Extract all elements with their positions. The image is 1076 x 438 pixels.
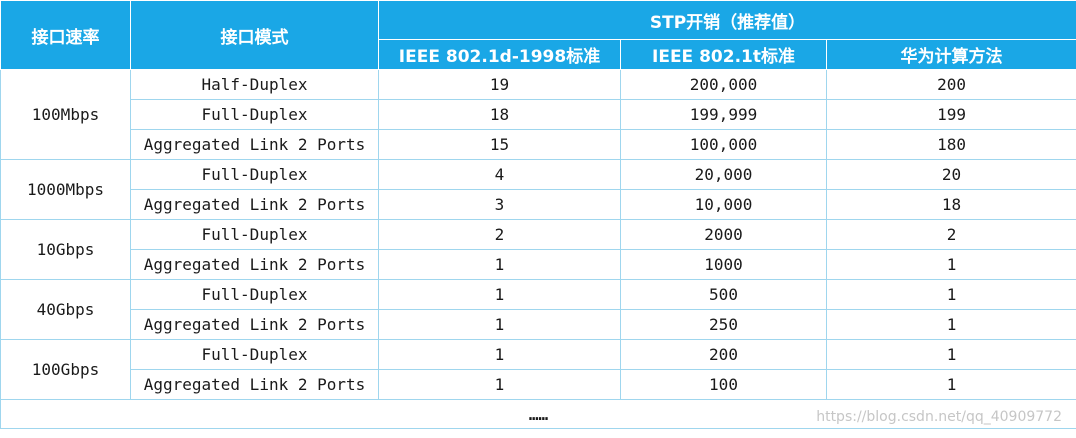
table-row: Aggregated Link 2 Ports 3 10,000 18 [1, 189, 1076, 220]
cell-ieee-1998: 18 [378, 99, 621, 130]
cell-speed: 1000Mbps [0, 159, 131, 220]
table-row: Full-Duplex 18 199,999 199 [1, 99, 1076, 130]
table-row: 1000Mbps Full-Duplex 4 20,000 20 [0, 159, 1076, 220]
table-row: 40Gbps Full-Duplex 1 500 1 [0, 279, 1076, 340]
cell-mode: Aggregated Link 2 Ports [130, 249, 379, 280]
cell-ieee-1998: 1 [378, 309, 621, 340]
ellipsis-more: …… [0, 399, 1076, 429]
cell-ieee-1998: 1 [378, 339, 621, 370]
cell-huawei: 180 [825, 129, 1076, 160]
cell-ieee-1t: 10,000 [620, 189, 827, 220]
cell-ieee-1998: 1 [378, 369, 621, 400]
cell-mode: Half-Duplex [130, 69, 379, 100]
header-ieee-1t: IEEE 802.1t标准 [620, 39, 827, 70]
cell-speed: 10Gbps [0, 219, 131, 280]
watermark: https://blog.csdn.net/qq_40909772 [816, 409, 1062, 425]
cell-ieee-1t: 100,000 [620, 129, 827, 160]
cell-ieee-1t: 100 [620, 369, 827, 400]
cell-ieee-1t: 1000 [620, 249, 827, 280]
header-mode: 接口模式 [130, 0, 379, 70]
cell-ieee-1t: 250 [620, 309, 827, 340]
cell-speed: 100Gbps [0, 339, 131, 400]
cell-huawei: 1 [825, 279, 1076, 310]
cell-ieee-1t: 500 [620, 279, 827, 310]
table-row: Aggregated Link 2 Ports 1 100 1 [1, 369, 1076, 400]
header-ieee-1998: IEEE 802.1d-1998标准 [378, 39, 621, 70]
cell-huawei: 199 [825, 99, 1076, 130]
cell-ieee-1t: 200 [620, 339, 827, 370]
table-header: 接口速率 接口模式 STP开销（推荐值） IEEE 802.1d-1998标准 … [0, 0, 1076, 70]
header-stp-cost: STP开销（推荐值） [377, 0, 1076, 40]
table-body: 100Mbps Half-Duplex 19 200,000 200 Full-Duple… [0, 69, 1076, 400]
cell-ieee-1t: 199,999 [620, 99, 827, 130]
cell-mode: Full-Duplex [130, 339, 379, 370]
cell-ieee-1998: 4 [378, 159, 621, 190]
table-row: 10Gbps Full-Duplex 2 2000 2 [0, 219, 1076, 280]
cell-mode: Full-Duplex [130, 219, 379, 250]
cell-mode: Full-Duplex [130, 159, 379, 190]
table-row: Aggregated Link 2 Ports 15 100,000 180 [1, 129, 1076, 160]
cell-speed: 40Gbps [0, 279, 131, 340]
table-row: 100Gbps Full-Duplex 1 200 1 [0, 339, 1076, 400]
cell-huawei: 1 [825, 249, 1076, 280]
cell-ieee-1998: 19 [378, 69, 621, 100]
cell-huawei: 2 [825, 219, 1076, 250]
header-huawei: 华为计算方法 [825, 39, 1076, 70]
cell-mode: Aggregated Link 2 Ports [130, 189, 379, 220]
table-row: Aggregated Link 2 Ports 1 250 1 [1, 309, 1076, 340]
cell-huawei: 200 [825, 69, 1076, 100]
cell-mode: Aggregated Link 2 Ports [130, 129, 379, 160]
cell-huawei: 1 [825, 309, 1076, 340]
cell-mode: Full-Duplex [130, 279, 379, 310]
cell-ieee-1t: 200,000 [620, 69, 827, 100]
cell-huawei: 18 [825, 189, 1076, 220]
cell-ieee-1998: 1 [378, 249, 621, 280]
cell-ieee-1t: 20,000 [620, 159, 827, 190]
stp-cost-table: 接口速率 接口模式 STP开销（推荐值） IEEE 802.1d-1998标准 … [0, 0, 1076, 429]
cell-ieee-1998: 2 [378, 219, 621, 250]
cell-speed: 100Mbps [0, 69, 131, 160]
header-speed: 接口速率 [0, 0, 131, 70]
table-footer-row: …… [0, 399, 1076, 429]
cell-huawei: 20 [825, 159, 1076, 190]
cell-ieee-1998: 1 [378, 279, 621, 310]
cell-ieee-1998: 15 [378, 129, 621, 160]
cell-mode: Aggregated Link 2 Ports [130, 309, 379, 340]
cell-mode: Aggregated Link 2 Ports [130, 369, 379, 400]
cell-huawei: 1 [825, 339, 1076, 370]
cell-huawei: 1 [825, 369, 1076, 400]
table-row: 100Mbps Half-Duplex 19 200,000 200 [0, 69, 1076, 160]
cell-ieee-1998: 3 [378, 189, 621, 220]
cell-mode: Full-Duplex [130, 99, 379, 130]
cell-ieee-1t: 2000 [620, 219, 827, 250]
table-row: Aggregated Link 2 Ports 1 1000 1 [1, 249, 1076, 280]
